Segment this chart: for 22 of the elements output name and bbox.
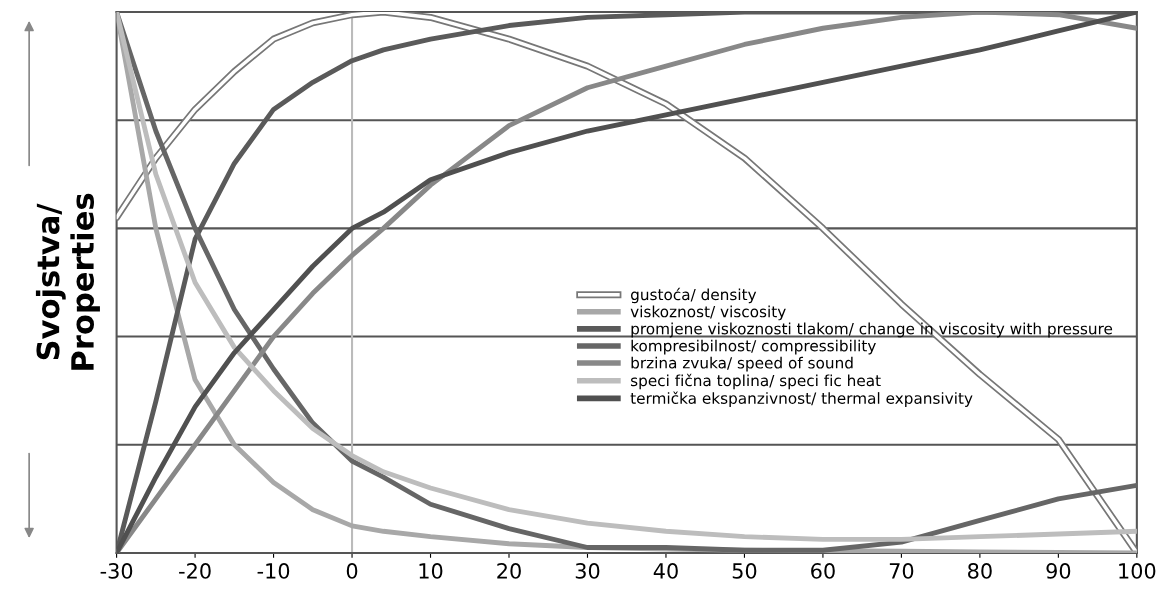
x-tick-label: 90 [1046,563,1071,579]
x-tick-label: 50 [732,563,757,579]
x-tick-label: -20 [179,563,211,579]
legend-label: viskoznost/ viscosity [630,305,786,321]
legend-label: speci fična toplina/ speci fic heat [630,373,881,390]
x-tick-label: 40 [653,563,678,579]
x-tick-label: -10 [257,563,290,579]
x-tick-label: 0 [346,563,358,579]
y-axis-title: Svojstva/ Properties [35,193,100,370]
x-tick-label: 100 [1119,563,1156,579]
legend-label: termička ekspanzivnost/ thermal expansivity [630,391,973,407]
legend-label: promjene viskoznosti tlakom/ change in viscosity with pressure [631,322,1113,338]
x-tick-label: -30 [100,563,133,579]
x-tick-label: 80 [968,563,992,579]
x-tick-label: 20 [497,563,521,579]
x-tick-label: 10 [419,563,443,579]
x-tick-label: 70 [889,563,914,579]
legend-label: kompresibilnost/ compressibility [631,339,876,355]
legend-label: gustoća/ density [631,287,757,304]
x-tick-label: 60 [811,563,835,579]
x-tick-label: 30 [575,563,600,579]
legend-label: brzina zvuka/ speed of sound [631,356,853,372]
